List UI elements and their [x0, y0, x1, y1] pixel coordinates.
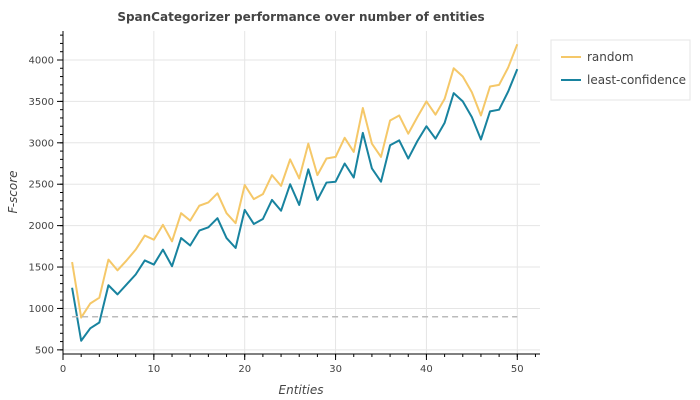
x-axis-title: Entities [279, 383, 324, 397]
y-axis-title: F-score [6, 170, 20, 213]
x-tick-labels: 0 10 20 30 40 50 [60, 364, 524, 375]
y-tick-label: 2500 [29, 180, 54, 191]
x-tick-label: 50 [511, 364, 524, 375]
x-tick-label: 20 [238, 364, 251, 375]
y-tick-label: 2000 [29, 221, 54, 232]
y-tick-label: 1000 [29, 304, 54, 315]
legend-label-least-confidence: least-confidence [587, 73, 686, 87]
chart-title: SpanCategorizer performance over number … [117, 10, 484, 24]
legend-box [551, 40, 690, 100]
legend: random least-confidence [551, 40, 690, 100]
x-tick-label: 30 [329, 364, 342, 375]
x-tick-label: 10 [147, 364, 160, 375]
y-tick-labels: 500 1000 1500 2000 2500 3000 3500 4000 [29, 55, 54, 356]
x-tick-label: 40 [420, 364, 433, 375]
y-tick-label: 3000 [29, 138, 54, 149]
y-tick-label: 500 [35, 345, 54, 356]
y-tick-label: 4000 [29, 55, 54, 66]
legend-label-random: random [587, 50, 634, 64]
x-tick-label: 0 [60, 364, 66, 375]
plot-area: 0 10 20 30 40 50 500 1000 1500 2000 2500 3000 3500 4… [29, 31, 540, 375]
y-tick-label: 1500 [29, 263, 54, 274]
y-tick-label: 3500 [29, 97, 54, 108]
